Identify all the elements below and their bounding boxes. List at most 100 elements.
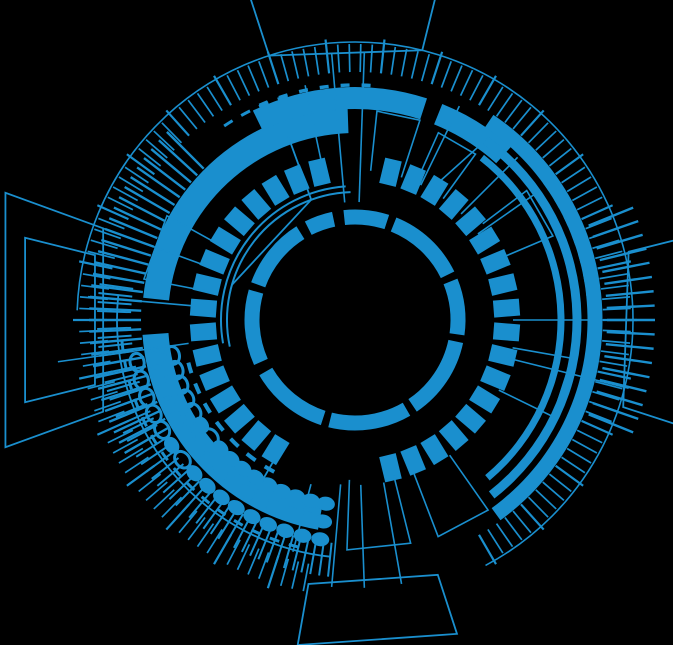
block-ring-segment [189,298,218,318]
tick-mark [196,523,215,548]
tick-mark [87,250,116,260]
tick-mark [606,330,655,336]
tick-mark [588,413,634,434]
dot-marker-filled [199,477,216,494]
tick-mark [195,495,218,524]
connector-bracket [346,475,412,551]
tick-mark [561,456,586,474]
leader-line [429,139,487,191]
leader-line [330,52,346,203]
tick-mark [566,447,592,464]
tick-mark [592,219,639,239]
tick-mark [597,260,632,270]
dot-marker-outline [177,388,196,409]
block-ring-segment [224,403,255,434]
tick-mark [226,539,241,565]
tick-mark [181,485,206,513]
block-ring-segment [308,157,331,187]
callout-left-inner[interactable] [24,236,96,404]
leader-line [292,484,312,553]
tick-mark [605,290,654,298]
dashed-boundary-arc [119,328,299,549]
block-ring-segment [189,322,218,342]
tick-mark [581,204,614,221]
tick-mark [478,534,497,565]
block-ring-segment [480,365,511,391]
connector-bracket [369,110,421,178]
tick-mark [94,400,122,412]
tick-mark [153,489,175,510]
tick-mark [318,541,325,576]
tick-mark [236,69,251,96]
leader-line [57,342,189,363]
block-ring-slot [480,249,511,275]
tick-mark [585,217,612,230]
tick-mark [136,166,181,199]
tick-mark [107,429,134,444]
callout-left-outer[interactable] [4,191,105,449]
block-ring-segment [209,226,241,255]
tick-mark [430,51,444,85]
core-ring-segment [244,289,268,365]
right-arc-heavy [485,114,603,521]
connector-bracket [498,346,573,418]
tick-mark [196,92,215,117]
tick-mark [571,438,598,454]
inner-core-ring [244,209,466,431]
dot-marker-filled [223,475,241,491]
tick-mark [576,429,603,444]
block-ring-segment [438,420,469,451]
tick-mark [226,75,241,101]
block-ring-segment [492,322,521,342]
tick-mark [124,456,149,474]
tick-mark [274,532,287,566]
tick-mark [187,517,206,541]
block-ring-slot [379,453,402,483]
core-ring-segment [328,402,411,431]
block-ring-slot [192,344,222,367]
tick-mark [336,44,341,73]
tick-mark [90,239,118,250]
tick-mark [118,447,144,464]
dot-marker-outline [173,449,192,470]
tick-mark [487,86,504,112]
callout-right[interactable] [622,235,673,429]
tick-mark [440,61,453,88]
tick-mark [302,48,310,77]
block-ring-slot [241,189,272,220]
dot-marker-filled [266,500,285,516]
dot-marker-filled [314,514,333,529]
heavy-top-arc [252,87,428,131]
dot-marker-filled [227,499,245,516]
block-ring-slot [224,206,255,237]
tick-mark [187,99,206,123]
tick-mark [89,328,142,333]
block-ring-slot [420,434,449,466]
dot-marker-filled [223,451,240,467]
tick-mark [109,388,143,401]
tick-mark [130,176,176,207]
dot-marker-filled [273,483,292,499]
block-ring-segment [379,157,402,187]
tick-mark [140,444,170,466]
tick-mark [124,185,171,215]
tick-mark [279,558,290,587]
dot-marker-filled [287,489,306,504]
block-ring-slot [400,445,426,476]
tick-mark [495,92,514,117]
dot-marker-outline [146,348,164,370]
block-ring-segment [241,420,272,451]
block-ring-slot [284,164,310,195]
tick-mark [89,337,142,345]
tick-mark [548,147,572,167]
dot-marker-filled [311,532,330,547]
block-ring-slot [455,206,486,237]
tick-mark [527,496,549,518]
tick-mark [542,139,565,159]
tick-mark [282,535,295,569]
callout-top[interactable] [247,0,439,57]
tick-mark [87,380,116,390]
tick-mark [420,53,431,82]
tick-mark [302,563,310,592]
